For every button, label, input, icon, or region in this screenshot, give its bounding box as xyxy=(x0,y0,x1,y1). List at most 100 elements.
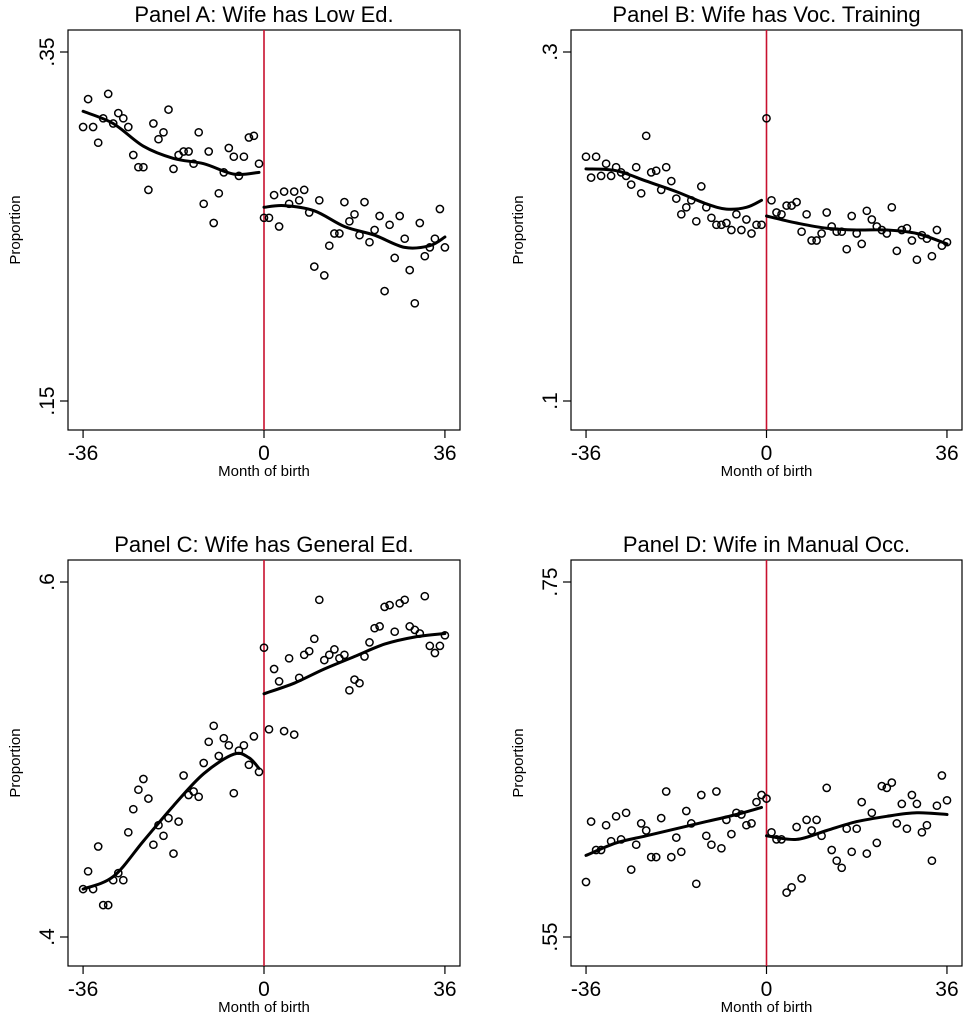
panel-c-point xyxy=(274,677,284,686)
panel-b-point xyxy=(747,229,756,238)
panel-a-point xyxy=(224,143,234,153)
panel-d-point xyxy=(757,790,766,800)
panel-a-point xyxy=(340,197,349,207)
panel-a-point xyxy=(254,159,264,169)
panel-c-point xyxy=(164,813,173,823)
panel-a-point xyxy=(360,197,369,207)
panel-d-point xyxy=(892,819,902,828)
panel-b-point xyxy=(762,113,771,123)
panel-b-point xyxy=(887,202,897,212)
panel-a-point xyxy=(139,162,148,172)
panel-a-point xyxy=(415,218,425,228)
panel-d-point xyxy=(812,815,821,825)
panel-d-ytick-label: .75 xyxy=(539,567,562,596)
panel-c-point xyxy=(229,788,239,798)
panel-a-fit-right-line xyxy=(262,203,447,250)
panel-b-point xyxy=(822,208,832,217)
panel-b-fit-left-line xyxy=(584,167,763,211)
panel-a-point xyxy=(385,220,394,230)
panel-c-point xyxy=(304,646,314,656)
panel-a-point xyxy=(345,216,354,226)
panel-c-point xyxy=(370,623,379,633)
panel-b-point xyxy=(862,206,872,216)
panel-b-point xyxy=(737,225,746,235)
panel-c-point xyxy=(390,627,400,637)
panel-b-point xyxy=(641,131,651,141)
panel-d-point xyxy=(787,882,796,892)
panel-d-point xyxy=(932,801,942,811)
panel-c-point xyxy=(365,638,374,647)
panel-c-point xyxy=(279,726,289,736)
panel-a-point xyxy=(395,211,405,221)
panel-d-point xyxy=(691,879,701,889)
panel-b-point xyxy=(847,211,857,221)
panel-a-point xyxy=(144,185,153,195)
panel-a-point xyxy=(149,119,158,128)
panel-d-title: Panel D: Wife in Manual Occ. xyxy=(623,532,910,557)
panel-d-point xyxy=(646,852,656,862)
panel-b-point xyxy=(732,209,741,219)
panel-a-point xyxy=(83,94,93,104)
panel-b-point xyxy=(646,168,656,177)
panel-a-point xyxy=(420,251,430,261)
panel-d-point xyxy=(626,865,636,874)
panel-d-point xyxy=(792,822,801,832)
panel-a-point xyxy=(335,229,344,238)
panel-a-xlabel: Month of birth xyxy=(218,463,310,480)
panel-a-point xyxy=(169,164,178,174)
panel-a-point xyxy=(279,187,289,196)
panel-d-fit-right-line xyxy=(765,811,949,842)
panel-a-point xyxy=(118,113,128,123)
panel-d-xtick-label: -36 xyxy=(571,978,601,1001)
panel-b-point xyxy=(606,171,616,181)
panel-d-point xyxy=(887,778,897,787)
panel-d-point xyxy=(807,826,816,835)
panel-c-point xyxy=(269,664,279,674)
panel-a-point xyxy=(314,195,324,205)
panel-b-point xyxy=(671,194,681,203)
panel-a-point xyxy=(410,298,420,308)
panel-b-point xyxy=(717,220,726,230)
panel-d-point xyxy=(586,817,596,826)
panel-b-point xyxy=(661,162,671,172)
panel-d-point xyxy=(752,797,761,807)
panel-c-point xyxy=(189,787,198,796)
panel-b-point xyxy=(927,251,937,261)
panel-b-point xyxy=(581,152,591,162)
panel-a-point xyxy=(209,218,219,228)
panel-b-ytick-label: .1 xyxy=(539,392,562,410)
panel-d-xtick-label: 0 xyxy=(761,978,773,1001)
panel-a-point xyxy=(259,213,269,223)
panel-c-point xyxy=(375,622,384,631)
panel-c-point xyxy=(149,840,158,850)
panel-d-point xyxy=(897,799,907,809)
panel-c-point xyxy=(98,900,108,910)
panel-c-point xyxy=(435,641,445,651)
panel-a-point xyxy=(289,187,299,196)
panel-c-ytick-label: .6 xyxy=(36,573,59,591)
panel-a-point xyxy=(108,119,118,128)
panel-c-point xyxy=(299,650,309,660)
panel-d-point xyxy=(696,790,706,800)
panel-b-point xyxy=(707,213,716,223)
panel-d-point xyxy=(581,877,591,887)
panel-a-point xyxy=(375,211,384,221)
panel-c-point xyxy=(224,740,234,750)
panel-c-point xyxy=(179,771,188,780)
panel-a-point xyxy=(128,150,138,160)
panel-c-point xyxy=(139,774,148,784)
panel-d-point xyxy=(661,787,671,796)
panel-d-point xyxy=(742,820,751,830)
panel-d-point xyxy=(937,771,947,780)
panel-a-point xyxy=(440,243,450,252)
panel-c-xtick-label: -36 xyxy=(68,978,98,1001)
panel-d-point xyxy=(717,843,726,853)
panel-a-point xyxy=(274,222,284,231)
panel-d-point xyxy=(867,808,877,818)
panel-d: Panel D: Wife in Manual Occ. -36 0 36 Month … xyxy=(510,532,963,1014)
panel-d-point xyxy=(701,831,711,841)
panel-b-point xyxy=(792,197,801,207)
panel-a: Panel A: Wife has Low Ed. -36 0 36 Month of … xyxy=(7,2,461,480)
panel-b-point xyxy=(636,188,646,198)
panel-b-point xyxy=(802,209,811,219)
